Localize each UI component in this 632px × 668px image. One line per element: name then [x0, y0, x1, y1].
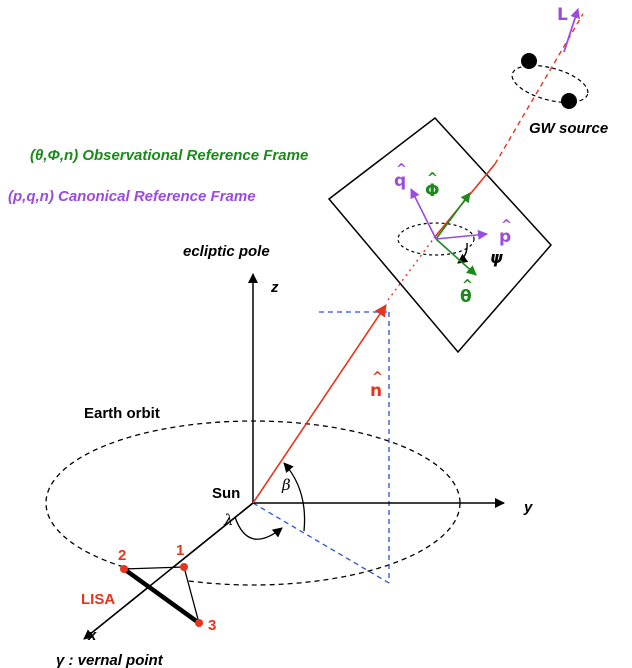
lisa-spacecraft-3-label: 3	[208, 617, 216, 634]
lisa-label: LISA	[81, 591, 115, 608]
q-hat: ^	[396, 162, 407, 177]
psi-angle-arc	[457, 242, 469, 264]
theta-hat: ^	[462, 278, 473, 293]
lambda-angle-arc	[234, 516, 283, 540]
x-axis-label: x	[87, 627, 97, 644]
theta-vector	[435, 238, 477, 276]
z-axis-label: z	[270, 279, 279, 296]
binary-orbit-ellipse	[511, 64, 589, 104]
n-vector	[252, 304, 387, 504]
lambda-label: λ	[223, 511, 234, 529]
binary-star-2	[561, 93, 577, 109]
L-vector-label: L	[557, 5, 568, 25]
q-vector-label: q	[394, 171, 406, 191]
phi-vector-label: Φ	[425, 181, 439, 201]
ecliptic-pole-label: ecliptic pole	[183, 243, 270, 260]
q-vector	[410, 188, 437, 240]
n-continuation-dashed	[387, 237, 435, 301]
observational-frame-label: (θ,Φ,n) Observational Reference Frame	[30, 147, 308, 164]
p-vector	[435, 229, 488, 240]
earth-orbit-label: Earth orbit	[84, 405, 160, 422]
theta-vector-label: θ	[460, 287, 472, 307]
p-hat: ^	[501, 218, 512, 233]
sun-label: Sun	[212, 485, 240, 502]
y-axis-label: y	[523, 499, 533, 516]
lisa-spacecraft-1-label: 1	[176, 542, 184, 559]
phi-vector	[435, 192, 471, 240]
binary-star-1	[521, 53, 537, 69]
x-axis-over-lisa	[83, 502, 254, 640]
canonical-frame-label: (p,q,n) Canonical Reference Frame	[8, 188, 256, 205]
psi-rotation-ellipse	[397, 222, 475, 256]
p-vector-label: p	[499, 227, 511, 247]
gw-source-label: GW source	[529, 120, 608, 137]
n-hat: ^	[372, 370, 383, 385]
ecliptic-projection-line	[252, 502, 390, 584]
lisa-spacecraft-2	[120, 565, 128, 573]
L-vector	[563, 8, 580, 53]
beta-label: β	[281, 476, 291, 494]
phi-hat: ^	[427, 171, 438, 186]
beta-angle-arc	[283, 462, 306, 532]
psi-label: ψ	[490, 248, 503, 267]
lisa-spacecraft-3	[195, 619, 203, 627]
vernal-point-label: γ : vernal point	[56, 652, 164, 668]
n-vector-label: n	[370, 381, 382, 401]
lisa-spacecraft-1	[180, 563, 188, 571]
lisa-spacecraft-2-label: 2	[118, 547, 126, 564]
lisa-thick-edge	[122, 567, 201, 625]
detector-plane	[327, 116, 553, 354]
